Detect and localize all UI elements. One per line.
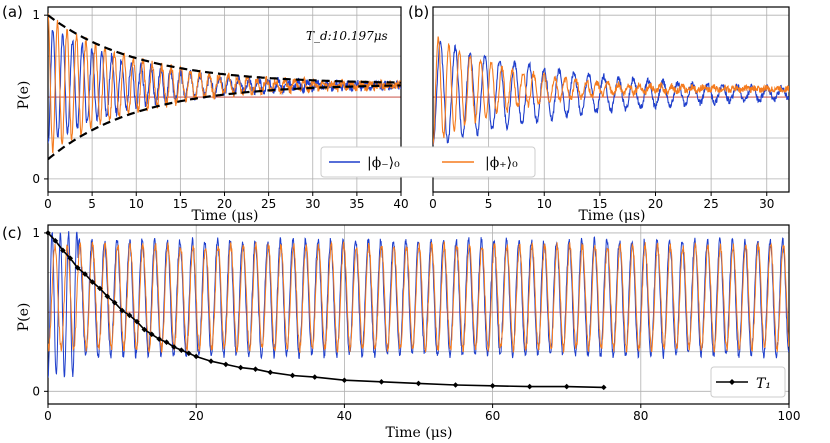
t1-point (289, 372, 296, 379)
plot-c: 0 20 40 60 80 100 0 1 (32, 224, 801, 423)
x-tick-label: 5 (485, 197, 493, 211)
x-tick-label: 35 (349, 197, 364, 211)
t1-point (156, 336, 162, 342)
td-annotation: T_d:10.197μs (306, 29, 388, 43)
axes-frame (47, 224, 790, 405)
x-tick-label: 30 (759, 197, 774, 211)
t1-point (141, 326, 148, 333)
axes-frame (432, 6, 790, 193)
y-tick-label: 0 (32, 384, 40, 398)
t1-point (223, 361, 229, 368)
legend-label-phi-plus: |ϕ₊⟩₀ (485, 155, 518, 171)
x-tick-label: 20 (189, 409, 204, 423)
t1-point (193, 353, 199, 360)
t1-point (341, 377, 348, 384)
xlabel-a: Time (μs) (191, 208, 258, 224)
series-line-phi_plus (48, 240, 789, 354)
t1-point (600, 384, 607, 391)
legend-t1: T₁ (710, 366, 786, 398)
panel-label-c: (c) (2, 224, 22, 242)
x-tick-label: 25 (703, 197, 718, 211)
series-line-phi_minus (48, 29, 401, 144)
t1-point (134, 318, 140, 325)
envelope-upper (48, 14, 401, 84)
x-tick-label: 5 (88, 197, 96, 211)
t1-point (45, 230, 51, 236)
t1-point (82, 271, 88, 277)
legend-marker-t1 (729, 379, 735, 385)
t1-point (252, 366, 259, 372)
t1-point (208, 358, 214, 365)
t1-point (126, 312, 133, 319)
t1-point (452, 382, 459, 388)
x-tick-label: 20 (648, 197, 663, 211)
t1-point (311, 374, 318, 380)
t1-point (148, 331, 155, 338)
y-tick-label: 1 (32, 8, 40, 22)
t1-point (171, 344, 177, 350)
t1-point (237, 364, 244, 371)
x-tick-label: 20 (217, 197, 232, 211)
legend-label-t1: T₁ (756, 376, 771, 392)
x-tick-label: 0 (429, 197, 437, 211)
panel-label-a: (a) (2, 3, 23, 21)
x-tick-label: 40 (337, 409, 352, 423)
x-tick-label: 100 (778, 409, 801, 423)
t1-point (89, 279, 96, 285)
series-line-phi_plus (433, 36, 789, 145)
x-tick-label: 25 (261, 197, 276, 211)
t1-point (67, 255, 74, 262)
x-tick-label: 60 (485, 409, 500, 423)
y-tick-label: 0 (32, 172, 40, 186)
x-tick-label: 0 (44, 409, 52, 423)
t1-point (163, 339, 170, 346)
t1-point (185, 350, 192, 357)
t1-point (415, 380, 422, 387)
xlabel-b: Time (μs) (578, 208, 645, 224)
xlabel-c: Time (μs) (385, 425, 452, 441)
t1-point (60, 247, 66, 254)
plot-b: 0 5 10 15 20 25 30 (429, 6, 790, 211)
t1-point (378, 379, 385, 385)
x-tick-label: 10 (129, 197, 144, 211)
t1-point (526, 383, 533, 390)
t1-point (178, 347, 185, 353)
y-tick-label: 1 (32, 226, 40, 240)
t1-point (489, 382, 496, 389)
legend-phi: |ϕ₋⟩₀ |ϕ₊⟩₀ (320, 146, 536, 178)
legend-label-phi-minus: |ϕ₋⟩₀ (367, 155, 400, 171)
t1-point (563, 383, 570, 390)
x-tick-label: 15 (592, 197, 607, 211)
t1-point (52, 238, 59, 244)
series-line-phi_plus (48, 13, 401, 154)
x-tick-label: 40 (393, 197, 408, 211)
x-tick-label: 15 (173, 197, 188, 211)
t1-point (267, 369, 274, 376)
legend-box (320, 146, 536, 178)
series-line-phi_minus (433, 40, 789, 146)
t1-point (111, 299, 118, 306)
ylabel-c: P(e) (16, 303, 32, 332)
x-tick-label: 30 (305, 197, 320, 211)
ylabel-a: P(e) (16, 81, 32, 110)
x-tick-label: 0 (44, 197, 52, 211)
t1-point (119, 307, 125, 314)
t1-point (104, 293, 111, 300)
t1-point (97, 285, 103, 292)
plot-a: 0 5 10 15 20 25 30 35 40 0 1 (32, 6, 409, 211)
x-tick-label: 80 (633, 409, 648, 423)
envelope-lower (48, 84, 401, 161)
panel-label-b: (b) (408, 3, 429, 21)
x-tick-label: 10 (537, 197, 552, 211)
t1-point (74, 264, 81, 271)
